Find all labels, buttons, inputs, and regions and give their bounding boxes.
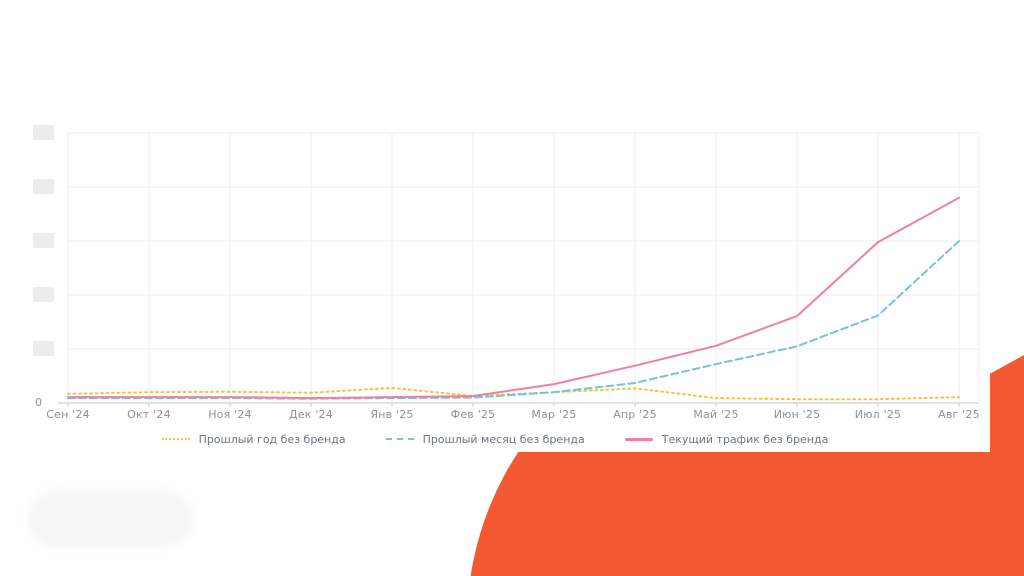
x-axis-label: Окт '24: [127, 408, 171, 421]
chart-svg: [58, 132, 980, 407]
x-axis-label: Апр '25: [613, 408, 657, 421]
legend-swatch-dashed: [385, 438, 414, 440]
y-axis-redacted-label: [33, 341, 54, 356]
orange-wedge-decor: [990, 355, 1024, 465]
y-axis-redacted-label: [33, 179, 54, 194]
x-axis-label: Ноя '24: [208, 408, 252, 421]
legend-item-2[interactable]: Текущий трафик без бренда: [624, 432, 829, 446]
x-axis-label: Авг '25: [938, 408, 980, 421]
series-line-2: [67, 196, 960, 400]
legend-label: Прошлый год без бренда: [198, 432, 346, 446]
legend-label: Прошлый месяц без бренда: [422, 432, 585, 446]
legend-item-0[interactable]: Прошлый год без бренда: [161, 432, 346, 446]
x-axis-label: Май '25: [693, 408, 739, 421]
legend-swatch-dotted: [161, 438, 190, 440]
x-axis-label: Июн '25: [773, 408, 821, 421]
x-axis-label: Янв '25: [370, 408, 414, 421]
y-axis-zero-label: 0: [35, 396, 42, 409]
legend-swatch-solid: [624, 437, 653, 441]
x-axis-label: Сен '24: [46, 408, 90, 421]
legend-item-1[interactable]: Прошлый месяц без бренда: [385, 432, 585, 446]
x-axis-label: Дек '24: [289, 408, 333, 421]
traffic-chart-card: Сен '24 Окт '24 Ноя '24 Дек '24 Янв '25 Фев '…: [0, 125, 990, 448]
chart-legend: Прошлый год без бренда Прошлый месяц без …: [0, 430, 990, 448]
x-axis-label: Июл '25: [854, 408, 902, 421]
y-axis-redacted-label: [33, 125, 54, 140]
y-axis-redacted-label: [33, 287, 54, 302]
x-axis-label: Фев '25: [450, 408, 496, 421]
blurred-watermark: [28, 490, 193, 548]
series-line-1: [67, 240, 960, 400]
x-axis-label: Мар '25: [531, 408, 577, 421]
y-axis-redacted-label: [33, 233, 54, 248]
legend-label: Текущий трафик без бренда: [661, 432, 829, 446]
